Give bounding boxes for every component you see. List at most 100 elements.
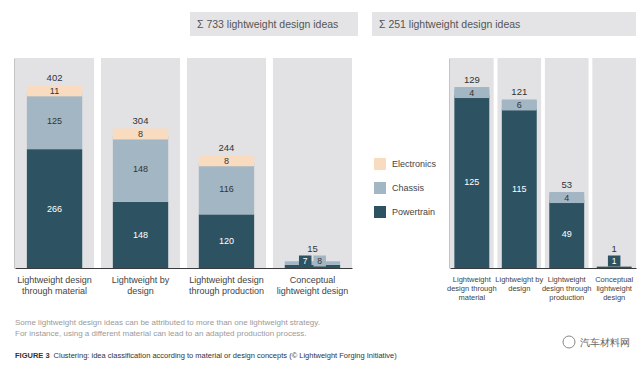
legend-label: Chassis — [392, 183, 425, 193]
y-axis-line — [449, 59, 450, 269]
data-label: 125 — [47, 116, 62, 126]
bar-segment — [113, 136, 168, 202]
caption-label: FIGURE 3 — [15, 351, 50, 360]
column-background — [545, 58, 589, 268]
tick-label-line: Lightweight design — [17, 275, 92, 285]
column-backgrounds — [450, 58, 636, 268]
x-tick-label: Lightweight bydesign — [495, 275, 543, 293]
column-background — [497, 58, 541, 268]
bar-segment — [199, 214, 254, 268]
tick-label-line: design — [127, 286, 154, 296]
x-tick-label: Conceptuallightweight design — [277, 275, 349, 295]
total-label: 304 — [133, 115, 149, 126]
data-labels: 26612511402148148830412011682447815 — [27, 72, 326, 266]
data-label: 7 — [303, 256, 308, 266]
tick-label-line: through material — [22, 286, 87, 296]
tick-label-line: Lightweight by — [112, 275, 170, 285]
label-badge — [454, 87, 489, 98]
legend-label: Electronics — [392, 159, 437, 169]
chart-container: Σ 733 lightweight design ideas2661251140… — [0, 0, 640, 370]
label-badge — [502, 99, 537, 110]
tick-label-line: material — [458, 293, 485, 302]
y-axis-line — [14, 59, 15, 269]
x-tick: Lightweightdesign throughmaterial — [447, 268, 497, 302]
title-background — [190, 12, 358, 36]
y-axis — [14, 59, 15, 269]
column-background — [273, 58, 352, 268]
chart-0: Σ 733 lightweight design ideas 266 125 11 40… — [15, 12, 437, 296]
data-label: 8 — [224, 156, 229, 166]
tick-label-line: design — [508, 284, 530, 293]
bar-segment — [113, 202, 168, 268]
data-label: 115 — [512, 184, 526, 194]
bars — [454, 90, 631, 268]
label-badge — [27, 85, 82, 96]
data-label: 148 — [133, 230, 148, 240]
column-backgrounds — [15, 58, 352, 268]
data-label: 4 — [564, 193, 569, 203]
label-badge — [313, 256, 326, 267]
data-labels: 125412911561214945311 — [454, 74, 620, 266]
caption: FIGURE 3 Clustering: idea classification … — [15, 351, 397, 360]
total-label: 15 — [307, 243, 318, 254]
x-tick: Lightweight bydesign — [495, 268, 543, 293]
legend-swatch — [374, 182, 386, 194]
data-label: 8 — [317, 256, 322, 266]
chart-title: Σ 733 lightweight design ideas — [197, 18, 338, 30]
bar-segment — [27, 149, 82, 268]
data-label: 1 — [612, 256, 617, 266]
bar-segment — [502, 109, 537, 268]
bar-segment — [549, 200, 584, 268]
y-axis — [449, 59, 450, 269]
data-label: 125 — [464, 177, 479, 187]
column-background — [15, 58, 94, 268]
data-label: 8 — [138, 129, 143, 139]
data-label: 116 — [219, 184, 233, 194]
footnote: Some lightweight design ideas can be att… — [15, 318, 320, 338]
bar-segment — [285, 265, 340, 268]
x-tick-label: Conceptuallightweightdesign — [595, 275, 633, 301]
footnote-line: Some lightweight design ideas can be att… — [15, 318, 320, 327]
chart-svg: Σ 733 lightweight design ideas2661251140… — [0, 0, 640, 370]
total-label: 121 — [511, 86, 527, 97]
legend-swatch — [374, 158, 386, 170]
total-label: 1 — [612, 243, 617, 254]
x-tick: Lightweight bydesign — [112, 268, 170, 296]
column-background — [592, 58, 636, 268]
data-label: 11 — [50, 86, 59, 96]
title-background — [372, 12, 636, 36]
footnote-line: For instance, using a different material… — [15, 329, 307, 338]
label-badge — [608, 256, 621, 267]
column-background — [101, 58, 180, 268]
label-badge — [199, 155, 254, 166]
label-badge — [549, 192, 584, 203]
data-label: 49 — [562, 229, 572, 239]
total-label: 129 — [464, 74, 480, 85]
x-tick-label: Lightweightdesign throughmaterial — [447, 275, 497, 301]
legend-label: Powertrain — [392, 207, 435, 217]
caption-text: Clustering: idea classification accordin… — [54, 351, 398, 360]
x-tick-label: Lightweight bydesign — [112, 275, 170, 295]
data-label: 148 — [133, 164, 148, 174]
total-label: 402 — [47, 72, 63, 83]
total-label: 244 — [219, 142, 235, 153]
tick-label-line: Conceptual — [290, 275, 336, 285]
bar-segment — [27, 93, 82, 149]
legend: Electronics Chassis Powertrain — [374, 158, 437, 218]
bar-segment — [285, 261, 340, 265]
tick-label-line: design — [603, 293, 625, 302]
x-axis-line — [451, 268, 637, 269]
data-label: 266 — [47, 204, 62, 214]
bar-segment — [597, 267, 632, 268]
bar-segment — [454, 95, 489, 268]
x-tick: Conceptuallightweightdesign — [595, 268, 633, 302]
tick-label-line: production — [549, 293, 584, 302]
x-tick-label: Lightweightdesign throughproduction — [542, 275, 592, 301]
label-badge — [113, 128, 168, 139]
x-tick: Lightweight designthrough production — [189, 268, 264, 296]
x-axis: Lightweight designthrough material Lightw… — [16, 268, 353, 296]
column-background — [187, 58, 266, 268]
title-band: Σ 251 lightweight design ideas — [372, 12, 636, 36]
data-label: 6 — [517, 100, 522, 110]
bar-segment — [199, 163, 254, 215]
